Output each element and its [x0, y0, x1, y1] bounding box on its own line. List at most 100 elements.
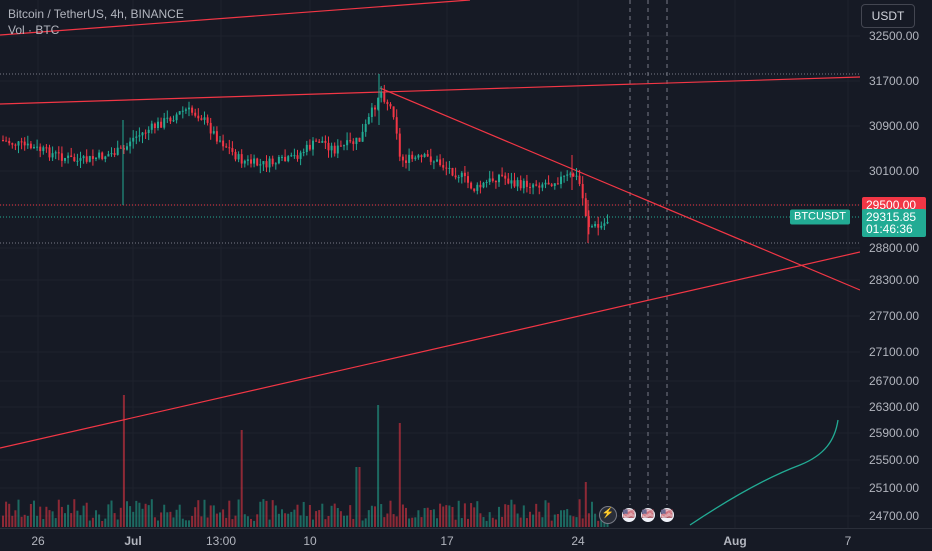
volume-bar	[417, 510, 420, 527]
symbol-title[interactable]: Bitcoin / TetherUS, 4h, BINANCE	[8, 7, 184, 21]
volume-bar	[408, 518, 411, 527]
candle-body	[417, 155, 420, 158]
candle-body	[339, 145, 342, 147]
volume-bar	[26, 515, 29, 527]
price-axis[interactable]: 32500.00 31700.00 30900.00 30100.00 28800.00…	[860, 0, 932, 528]
candle-body	[603, 223, 606, 226]
volume-bar	[2, 515, 4, 527]
volume-bar	[370, 505, 373, 527]
volume-bar	[67, 504, 70, 527]
candle-body	[470, 182, 473, 189]
volume-bar	[237, 499, 240, 527]
volume-bar	[327, 515, 330, 527]
candle-body	[200, 118, 203, 120]
volume-bar	[20, 516, 23, 527]
candle-body	[42, 147, 45, 152]
candle-body	[395, 117, 398, 134]
price-tick: 28800.00	[869, 241, 920, 255]
volume-bar	[333, 503, 336, 527]
volume-bar	[442, 506, 445, 527]
candle-body	[191, 107, 194, 113]
volume-bar	[197, 500, 200, 527]
volume-bar	[436, 518, 438, 527]
us-flag-event-icon[interactable]: 🇺🇸	[639, 506, 657, 524]
volume-bar	[358, 467, 361, 527]
volume-bar	[8, 503, 11, 527]
volume-bar	[439, 503, 442, 527]
lightning-icon[interactable]: ⚡	[599, 506, 617, 524]
time-tick: 13:00	[205, 534, 237, 548]
volume-bar	[352, 518, 355, 527]
volume-bar	[5, 501, 8, 527]
candle-body	[442, 165, 445, 168]
price-tick: 26300.00	[869, 400, 920, 414]
volume-bar	[253, 520, 256, 527]
candle-body	[367, 117, 370, 124]
candle-body	[265, 161, 268, 168]
volume-bar	[454, 519, 457, 527]
candle-body	[138, 135, 141, 137]
candle-body	[445, 167, 448, 169]
volume-bar	[355, 467, 358, 527]
volume-bar	[473, 507, 476, 527]
candle-body	[587, 216, 590, 228]
volume-bar	[243, 514, 246, 527]
candle-body	[11, 143, 14, 145]
volume-bar	[386, 513, 389, 527]
candle-body	[91, 156, 94, 159]
volume-bar	[305, 516, 308, 527]
volume-bar	[321, 503, 324, 527]
volume-bar	[445, 505, 448, 527]
volume-bar	[45, 506, 48, 527]
volume-bar	[141, 508, 144, 527]
volume-legend[interactable]: Vol · BTC	[8, 23, 60, 37]
volume-bar	[175, 509, 178, 527]
candle-body	[209, 122, 212, 134]
candle-body	[389, 104, 392, 107]
volume-bar	[460, 518, 463, 527]
candle-body	[436, 159, 438, 162]
candle-body	[262, 161, 265, 165]
volume-bar	[215, 513, 218, 527]
volume-bar	[318, 510, 321, 527]
trend-line	[0, 251, 860, 449]
volume-bar	[234, 515, 237, 527]
us-flag-event-icon[interactable]: 🇺🇸	[658, 506, 676, 524]
trend-line	[0, 0, 471, 36]
volume-bar	[39, 506, 42, 527]
candle-body	[107, 154, 110, 157]
candle-body	[324, 140, 327, 143]
currency-button[interactable]: USDT	[861, 4, 915, 28]
candle-body	[405, 160, 407, 163]
chart-plot-area[interactable]	[0, 0, 860, 528]
candle-body	[113, 153, 116, 155]
time-axis[interactable]: 26 Jul 13:00 10 17 24 Aug 7	[0, 528, 860, 551]
volume-bar	[330, 505, 333, 527]
volume-bar	[95, 510, 97, 527]
candle-body	[197, 115, 200, 119]
time-tick: Aug	[723, 534, 747, 548]
volume-bar	[451, 506, 454, 527]
volume-bar	[547, 502, 550, 527]
volume-bar	[219, 512, 221, 527]
us-flag-event-icon[interactable]: 🇺🇸	[620, 506, 638, 524]
volume-bar	[398, 423, 401, 527]
candle-body	[467, 176, 469, 183]
volume-bar	[166, 512, 169, 527]
volume-bar	[262, 499, 265, 527]
chart-canvas[interactable]	[0, 0, 860, 528]
volume-bar	[423, 508, 426, 527]
candle-body	[398, 133, 401, 157]
volume-bar	[225, 517, 228, 527]
candle-body	[349, 140, 352, 142]
volume-bar	[312, 519, 314, 527]
candle-body	[401, 156, 404, 161]
volume-bar	[23, 514, 26, 527]
candle-body	[544, 182, 547, 185]
candle-body	[76, 160, 79, 162]
volume-bar	[194, 507, 197, 527]
volume-bar	[324, 519, 327, 527]
volume-bar	[510, 499, 513, 527]
candle-body	[178, 111, 181, 115]
candle-body	[281, 156, 283, 158]
